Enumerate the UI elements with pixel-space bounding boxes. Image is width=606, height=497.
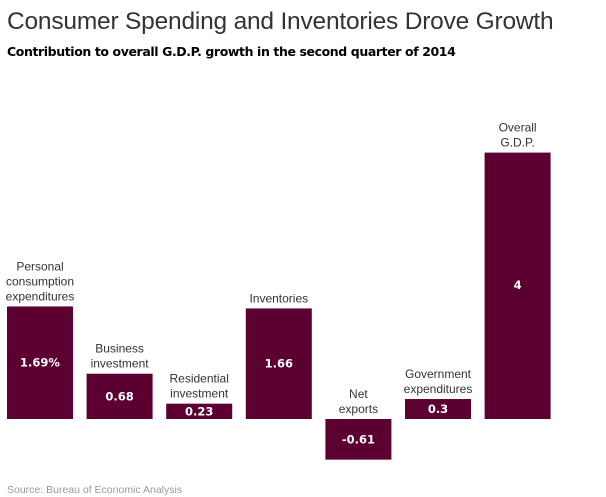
value-label: 4 [514,278,522,292]
chart-title: Consumer Spending and Inventories Drove … [7,8,554,35]
category-label: G.D.P. [500,136,534,150]
value-label: 0.68 [105,389,133,403]
bar [325,419,392,460]
bar [7,306,73,419]
chart-subtitle: Contribution to overall G.D.P. growth in… [7,44,456,59]
category-label: exports [339,402,378,416]
value-label: 1.69% [20,356,60,370]
value-label: 0.3 [428,402,448,416]
category-label: Residential [170,372,229,386]
category-label: consumption [6,274,74,288]
bar [86,373,153,419]
category-label: investment [170,387,229,401]
category-label: Personal [16,259,63,273]
category-label: expenditures [6,289,75,303]
value-label: 0.23 [185,404,213,418]
source-note: Source: Bureau of Economic Analysis [7,484,183,496]
bar [405,399,471,419]
value-label: -0.61 [342,432,375,446]
value-label: 1.66 [265,357,293,371]
category-label: Business [95,342,144,356]
bar [484,152,551,419]
bar [245,308,312,419]
category-label: Government [405,367,472,381]
category-label: expenditures [404,382,473,396]
bar-group: 1.66 Inventories [245,291,312,419]
bar [166,403,233,419]
category-label: Overall [499,121,537,135]
category-label: investment [91,357,150,371]
category-label: Net [349,387,368,401]
category-label: Inventories [249,291,308,305]
